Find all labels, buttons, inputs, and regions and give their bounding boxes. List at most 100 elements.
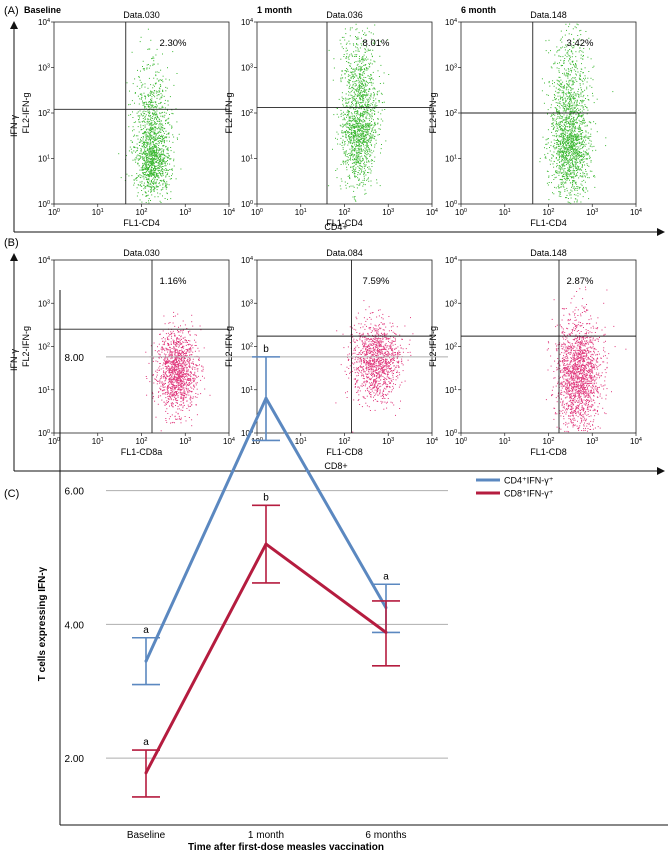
quadrant-percent: 7.59% — [363, 276, 390, 287]
flow-plot-file: Data.036 — [326, 10, 363, 20]
y-tick-label: 101 — [445, 386, 457, 395]
x-tick-label: 103 — [179, 208, 191, 217]
y-tick-label: 2.00 — [65, 754, 85, 765]
y-tick-label: 103 — [445, 299, 457, 308]
x-tick-label: 103 — [586, 437, 598, 446]
x-tick-label: 102 — [339, 437, 351, 446]
flow-x-label: FL1-CD4 — [326, 218, 363, 228]
flow-x-label: FL1-CD4 — [123, 218, 160, 228]
x-tick-label: 100 — [251, 437, 263, 446]
panel-b: (B) IFN-γ CD8+ Data.030 1.16% 100 101 102 103… — [4, 237, 665, 475]
x-tick-label: 104 — [426, 437, 438, 446]
flow-x-label: FL1-CD4 — [530, 218, 567, 228]
x-tick-label: 104 — [426, 208, 438, 217]
y-tick-label: 100 — [38, 429, 50, 438]
y-tick-label: 102 — [38, 109, 50, 118]
y-tick-label: 8.00 — [65, 353, 85, 364]
data-point — [144, 659, 148, 663]
flow-plot-frame — [460, 259, 637, 434]
significance-label: a — [383, 571, 389, 582]
x-tick-label: 102 — [136, 208, 148, 217]
flow-y-label: FL2-IFN-g — [224, 92, 234, 133]
x-tick-label: 101 — [499, 208, 511, 217]
flow-plot-a-3: 6 month Data.148 3.42% 100 101 102 103 104 100 10… — [428, 5, 642, 228]
panel-c-label: (C) — [4, 488, 19, 500]
data-point — [264, 396, 268, 400]
panel-c: (C) 2.00 4.00 6.00 8.00 Baseline 1 month 6 mon… — [4, 290, 668, 853]
x-tick-label: 103 — [179, 437, 191, 446]
y-tick-label: 103 — [38, 299, 50, 308]
y-tick-label: 100 — [38, 200, 50, 209]
significance-label: a — [143, 737, 149, 748]
x-tick-label: 101 — [295, 437, 307, 446]
x-tick-label: 103 — [382, 437, 394, 446]
x-tick-label: 100 — [455, 437, 467, 446]
flow-plot-a-1: Baseline Data.030 2.30% 100 101 102 103 104 100 1… — [21, 5, 235, 228]
line-chart: 2.00 4.00 6.00 8.00 Baseline 1 month 6 months a… — [59, 290, 668, 841]
x-tick-label: 102 — [543, 437, 555, 446]
x-tick-label: 100 — [251, 208, 263, 217]
y-tick-label: 104 — [241, 18, 253, 27]
y-tick-label: 100 — [241, 200, 253, 209]
x-tick-label: 102 — [543, 208, 555, 217]
flow-y-label: FL2-IFN-g — [428, 92, 438, 133]
panel-b-x-axis-label: CD8+ — [324, 461, 347, 471]
chart-y-axis-label: T cells expressing IFN-γ — [37, 566, 48, 681]
legend-label: CD4⁺IFN-γ⁺ — [504, 476, 554, 486]
flow-plot-file: Data.084 — [326, 248, 363, 258]
legend-label: CD8⁺IFN-γ⁺ — [504, 489, 554, 499]
flow-plot-frame — [256, 21, 433, 205]
x-tick-label: 1 month — [248, 830, 284, 841]
data-point — [264, 542, 268, 546]
x-tick-label: 100 — [48, 437, 60, 446]
flow-y-label: FL2-IFN-g — [21, 326, 31, 367]
y-tick-label: 101 — [241, 386, 253, 395]
flow-plot-header: 1 month — [257, 5, 292, 15]
flow-plot-frame — [53, 21, 230, 205]
x-tick-label: 104 — [223, 208, 235, 217]
legend: CD4⁺IFN-γ⁺ CD8⁺IFN-γ⁺ — [476, 476, 554, 499]
flow-plot-header: Baseline — [24, 5, 61, 15]
significance-label: b — [263, 492, 269, 503]
y-tick-label: 104 — [445, 18, 457, 27]
series-1: a b a — [132, 344, 400, 686]
x-tick-label: 104 — [223, 437, 235, 446]
x-tick-label: 103 — [586, 208, 598, 217]
y-tick-label: 103 — [445, 64, 457, 73]
y-tick-label: 102 — [445, 343, 457, 352]
flow-x-label: FL1-CD8a — [121, 447, 163, 457]
y-tick-label: 102 — [445, 109, 457, 118]
quadrant-percent: 2.30% — [160, 38, 187, 49]
y-tick-label: 103 — [241, 64, 253, 73]
flow-y-label: FL2-IFN-g — [224, 326, 234, 367]
flow-plot-file: Data.148 — [530, 10, 567, 20]
panel-b-label: (B) — [4, 237, 19, 249]
y-tick-label: 101 — [241, 155, 253, 164]
flow-x-label: FL1-CD8 — [326, 447, 363, 457]
panel-a-label: (A) — [4, 5, 19, 17]
y-tick-label: 102 — [38, 343, 50, 352]
flow-x-label: FL1-CD8 — [530, 447, 567, 457]
quadrant-percent: 8.01% — [363, 38, 390, 49]
quadrant-percent: 1.16% — [160, 276, 187, 287]
y-tick-label: 101 — [445, 155, 457, 164]
x-tick-label: 104 — [630, 208, 642, 217]
flow-plot-file: Data.030 — [123, 10, 160, 20]
x-tick-label: 6 months — [365, 830, 406, 841]
y-tick-label: 101 — [38, 386, 50, 395]
y-tick-label: 102 — [241, 343, 253, 352]
y-tick-label: 4.00 — [65, 620, 85, 631]
x-tick-label: 100 — [48, 208, 60, 217]
y-tick-label: 6.00 — [65, 487, 85, 498]
flow-y-label: FL2-IFN-g — [21, 92, 31, 133]
x-tick-label: 101 — [499, 437, 511, 446]
y-tick-label: 104 — [445, 256, 457, 265]
y-tick-label: 103 — [241, 299, 253, 308]
x-tick-label: 102 — [136, 437, 148, 446]
flow-plot-b-1: Data.030 1.16% 100 101 102 103 104 100 101 102 103… — [21, 248, 235, 457]
data-point — [384, 630, 388, 634]
x-tick-label: 102 — [339, 208, 351, 217]
quadrant-percent: 2.87% — [567, 276, 594, 287]
x-tick-label: 103 — [382, 208, 394, 217]
